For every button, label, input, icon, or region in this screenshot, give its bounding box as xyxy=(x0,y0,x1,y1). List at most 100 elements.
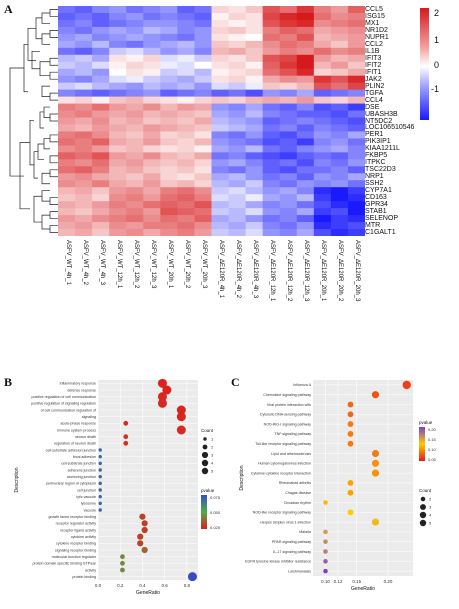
heatmap-cell xyxy=(330,110,349,119)
heatmap-cell xyxy=(347,75,365,84)
heatmap-cell xyxy=(245,40,264,49)
gene-label: CD163 xyxy=(365,194,387,202)
term-label: molecular function regulator xyxy=(52,555,97,559)
heatmap-cell xyxy=(262,173,281,181)
heatmap-cell xyxy=(279,131,298,139)
heatmap-cell xyxy=(92,208,110,216)
heatmap-cell xyxy=(75,75,93,84)
y-axis-label: Description xyxy=(14,467,20,492)
gene-label: C1GALT1 xyxy=(365,229,396,236)
heatmap-cell xyxy=(313,40,332,49)
gene-label: LOC106510546 xyxy=(365,124,415,132)
term-label: Cytokine-cytokine receptor interaction xyxy=(251,471,311,475)
heatmap-cell xyxy=(194,89,212,98)
heatmap-cell xyxy=(109,110,127,119)
heatmap-cell xyxy=(313,131,332,139)
heatmap-cell xyxy=(58,110,76,119)
heatmap-cell xyxy=(330,187,349,195)
enrichment-dot xyxy=(141,546,148,554)
term-label: perinuclear region of cytoplasm xyxy=(46,482,96,486)
heatmap-cell xyxy=(279,208,298,216)
x-tick-label: 0.8 xyxy=(184,583,191,588)
term-label: Circadian rhythm xyxy=(284,501,311,505)
heatmap-cell xyxy=(109,54,127,63)
term-label: Herpes simplex virus 1 infection xyxy=(260,520,311,524)
heatmap-cell xyxy=(279,54,298,63)
heatmap-cell xyxy=(143,229,161,236)
heatmap-cell xyxy=(160,110,178,119)
heatmap-cell xyxy=(296,19,315,28)
heatmap-cell xyxy=(228,117,247,125)
sample-label: ASFV_WT_20h_1 xyxy=(166,240,173,289)
gene-label: MTR xyxy=(365,222,381,230)
dendrogram-branch xyxy=(41,12,50,24)
heatmap-cell xyxy=(245,33,264,42)
heatmap-cell xyxy=(245,110,264,119)
heatmap-cell xyxy=(160,12,178,21)
heatmap-cell xyxy=(126,229,144,236)
heatmap-cell xyxy=(143,103,161,112)
heatmap-cell xyxy=(347,68,365,77)
heatmap-cell xyxy=(313,208,332,216)
heatmap-cell xyxy=(279,61,298,70)
heatmap-cell xyxy=(313,89,332,98)
term-label: NOD-RIG-I signaling pathway xyxy=(264,422,312,426)
enrichment-dot xyxy=(371,449,380,458)
heatmap-cell xyxy=(58,89,76,98)
heatmap-cell xyxy=(177,222,195,230)
heatmap-cell xyxy=(245,6,264,14)
term-label: signaling xyxy=(82,415,96,419)
term-label: Rheumatoid arthritis xyxy=(279,481,311,485)
dendrogram-branch xyxy=(41,85,50,97)
heatmap-cell xyxy=(330,89,349,98)
heatmap-cell xyxy=(126,68,144,77)
heatmap-cell xyxy=(313,19,332,28)
heatmap-cell xyxy=(194,68,212,77)
heatmap-cell xyxy=(109,215,127,223)
heatmap-cell xyxy=(194,47,212,56)
heatmap-cell xyxy=(75,173,93,181)
heatmap-cell xyxy=(279,145,298,153)
enrichment-dot xyxy=(187,572,197,582)
heatmap-cell xyxy=(143,33,161,42)
gene-label: TGFA xyxy=(365,89,384,97)
size-legend-dot xyxy=(202,444,208,450)
heatmap-cell xyxy=(330,26,349,35)
heatmap-cell xyxy=(58,166,76,174)
dendrogram-branch xyxy=(39,61,50,77)
heatmap-cell xyxy=(330,131,349,139)
heatmap-cell xyxy=(177,166,195,174)
enrichment-dot xyxy=(123,420,129,426)
heatmap-cell xyxy=(92,19,110,28)
heatmap-cell xyxy=(347,124,365,132)
term-label: defense response xyxy=(67,388,96,392)
heatmap-cell xyxy=(92,152,110,160)
heatmap-cell xyxy=(143,117,161,125)
heatmap-cell xyxy=(75,68,93,77)
heatmap-cell xyxy=(143,12,161,21)
heatmap-cell xyxy=(245,89,264,98)
enrichment-dot xyxy=(176,412,186,422)
heatmap-cell xyxy=(92,54,110,63)
size-legend-label: 2 xyxy=(429,497,432,502)
heatmap-cell xyxy=(58,138,76,146)
heatmap-cell xyxy=(194,215,212,223)
heatmap-cell xyxy=(211,89,230,98)
heatmap-cell xyxy=(347,222,365,230)
heatmap-cell xyxy=(177,26,195,35)
heatmap-cell xyxy=(109,229,127,236)
heatmap-cell xyxy=(279,75,298,84)
heatmap-cell xyxy=(279,222,298,230)
heatmap-cell xyxy=(296,47,315,56)
gene-label: IFIT1 xyxy=(365,68,382,76)
heatmap-cell xyxy=(347,54,365,63)
heatmap-cell xyxy=(330,75,349,84)
enrichment-dot xyxy=(371,469,380,477)
heatmap-cell xyxy=(109,68,127,77)
heatmap-cell xyxy=(58,75,76,84)
heatmap-cell xyxy=(194,54,212,63)
sample-label: ASFV_ΔE120R_12h_3 xyxy=(303,240,310,302)
heatmap-cell xyxy=(228,208,247,216)
color-legend-bar xyxy=(419,427,425,461)
term-label: lysosome xyxy=(81,502,96,506)
